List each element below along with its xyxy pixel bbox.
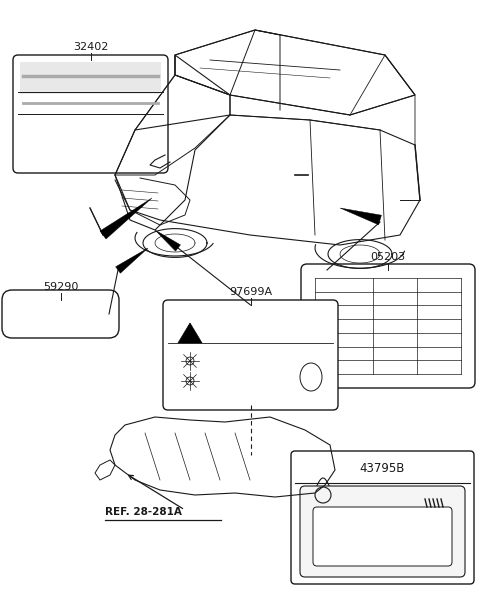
Polygon shape <box>116 248 148 273</box>
Text: 59290: 59290 <box>43 282 78 292</box>
Text: REF. 28-281A: REF. 28-281A <box>105 507 182 517</box>
FancyBboxPatch shape <box>313 507 452 566</box>
Text: 05203: 05203 <box>371 252 406 262</box>
Polygon shape <box>155 230 180 251</box>
FancyBboxPatch shape <box>163 300 338 410</box>
Text: 97699A: 97699A <box>229 287 272 297</box>
Polygon shape <box>100 198 152 239</box>
FancyBboxPatch shape <box>2 290 119 338</box>
Text: 43795B: 43795B <box>360 463 405 476</box>
Polygon shape <box>178 323 202 343</box>
FancyBboxPatch shape <box>13 55 168 173</box>
FancyBboxPatch shape <box>300 486 465 577</box>
FancyBboxPatch shape <box>301 264 475 388</box>
FancyBboxPatch shape <box>291 451 474 584</box>
Polygon shape <box>340 208 382 225</box>
Bar <box>20 62 161 95</box>
Text: 32402: 32402 <box>73 42 108 52</box>
